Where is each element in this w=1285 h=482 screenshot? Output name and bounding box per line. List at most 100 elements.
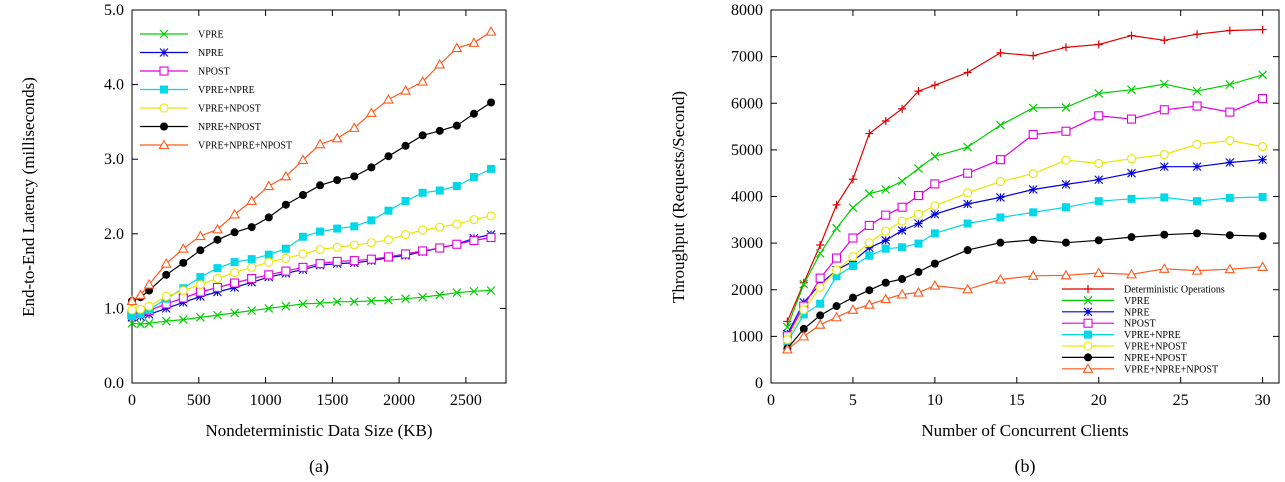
legend-swatch-marker xyxy=(160,85,168,94)
data-point-vpre-npre-npost xyxy=(896,288,908,299)
data-point-npre-npost xyxy=(401,141,410,150)
data-point-deterministic-operations xyxy=(1061,43,1070,52)
data-point-vpre-npre-npost xyxy=(212,223,223,234)
series-line-deterministic-operations xyxy=(786,29,1263,322)
data-point-vpre-npost xyxy=(315,244,325,255)
legend-label: VPRE+NPRE+NPOST xyxy=(1124,364,1218,375)
chart-a-plot-frame xyxy=(131,9,507,384)
x-tick-label: 25 xyxy=(1173,392,1189,409)
data-point-npre-npost xyxy=(298,191,307,200)
series-vpre-npre-npost xyxy=(126,26,497,305)
data-point-vpre-npre-npost xyxy=(160,258,172,268)
legend-label: NPOST xyxy=(1124,319,1156,330)
data-point-vpre-npost xyxy=(486,211,496,221)
data-point-vpre-npre xyxy=(865,251,874,260)
legend-item-vpre-npre: VPRE+NPRE xyxy=(140,85,255,96)
y-tick-label: 1.0 xyxy=(104,300,124,317)
data-point-npre-npost xyxy=(162,270,171,279)
legend-item-npre: NPRE xyxy=(1062,307,1150,318)
legend-item-npre-npost: NPRE+NPOST xyxy=(140,122,261,133)
data-point-npre xyxy=(1225,158,1235,167)
data-point-vpre xyxy=(930,151,940,161)
data-point-npost xyxy=(963,168,973,178)
data-point-vpre-npost xyxy=(161,291,171,302)
y-tick-label: 8000 xyxy=(731,2,763,19)
data-point-npre-npost xyxy=(832,302,841,311)
data-point-vpre xyxy=(897,176,907,186)
data-point-vpre-npost xyxy=(435,222,445,232)
data-point-vpre xyxy=(1028,103,1038,113)
data-point-vpre-npre-npost xyxy=(434,58,446,69)
x-tick-label: 20 xyxy=(1091,392,1107,409)
data-point-npost xyxy=(881,210,891,220)
y-tick-label: 7000 xyxy=(731,49,763,66)
data-point-vpre-npre-npost xyxy=(400,84,411,95)
data-point-vpre-npost xyxy=(1061,155,1071,165)
data-point-deterministic-operations xyxy=(1127,31,1136,40)
series-line-npost xyxy=(786,98,1263,337)
data-point-npre xyxy=(1028,185,1038,194)
data-point-npost xyxy=(930,179,940,189)
data-point-vpre-npre-npost xyxy=(814,319,826,329)
data-point-npost xyxy=(995,155,1005,165)
data-point-vpre-npost xyxy=(264,257,274,267)
data-point-vpre-npre-npost xyxy=(280,170,292,181)
data-point-vpre-npre-npost xyxy=(962,283,974,294)
chart-b-y-axis-label: Throughput (Requests/Second) xyxy=(669,91,688,303)
data-point-vpre-npre xyxy=(452,182,461,191)
series-vpre-npre xyxy=(128,164,496,320)
data-point-npre xyxy=(1127,168,1136,178)
data-point-vpre-npre-npost xyxy=(365,107,377,117)
data-point-npre-npost xyxy=(1061,238,1070,247)
data-point-vpre-npre xyxy=(881,244,890,253)
data-point-npost xyxy=(452,239,462,249)
x-tick-label: 500 xyxy=(187,392,211,409)
data-point-vpre xyxy=(136,319,145,329)
data-point-vpre-npre xyxy=(230,258,239,267)
data-point-vpre-npost xyxy=(1028,169,1038,179)
data-point-vpre-npre xyxy=(930,229,939,238)
y-tick-label: 5.0 xyxy=(104,2,124,19)
x-tick-label: 0 xyxy=(128,392,136,409)
data-point-vpre-npre xyxy=(350,222,359,231)
legend-label: VPRE+NPRE+NPOST xyxy=(198,141,292,152)
data-point-npre xyxy=(881,235,891,245)
data-point-vpre xyxy=(1192,86,1202,96)
x-tick-label: 5 xyxy=(849,392,857,409)
data-point-npre-npost xyxy=(799,324,808,333)
legend-item-npre-npost: NPRE+NPOST xyxy=(1062,353,1187,364)
legend-label: VPRE+NPOST xyxy=(1124,342,1187,353)
data-point-npre-npost xyxy=(1127,233,1136,242)
legend-item-vpre-npost: VPRE+NPOST xyxy=(140,103,261,115)
data-point-vpre xyxy=(1225,80,1235,90)
data-point-vpre xyxy=(435,290,445,300)
data-point-vpre xyxy=(401,294,410,304)
data-point-npost xyxy=(212,282,223,293)
data-point-npost xyxy=(366,254,376,264)
y-tick-label: 4.0 xyxy=(104,77,124,94)
data-point-vpre xyxy=(178,315,188,325)
data-point-vpre-npre xyxy=(435,186,444,195)
data-point-vpre xyxy=(1258,70,1268,80)
data-point-npre xyxy=(1192,162,1202,172)
series-npost xyxy=(127,232,496,319)
chart-b-series xyxy=(781,25,1269,354)
series-vpre-npost xyxy=(127,211,496,315)
data-point-vpre-npre xyxy=(1061,203,1070,212)
data-point-vpre-npre xyxy=(996,213,1005,222)
data-point-vpre xyxy=(864,189,874,199)
legend-label: NPRE+NPOST xyxy=(198,122,261,133)
series-vpre xyxy=(782,70,1268,332)
data-point-vpre-npre xyxy=(1029,208,1038,217)
data-point-vpre-npre xyxy=(213,264,222,273)
data-point-vpre-npre-npost xyxy=(913,286,924,297)
data-point-npost xyxy=(435,243,445,253)
data-point-vpre xyxy=(247,306,257,316)
data-point-vpre-npre xyxy=(914,239,923,248)
data-point-vpre-npre xyxy=(136,310,145,319)
data-point-vpre-npre xyxy=(1127,194,1136,203)
data-point-vpre-npre xyxy=(264,250,273,259)
data-point-vpre-npost xyxy=(195,279,205,290)
data-point-npre-npost xyxy=(1193,229,1202,238)
data-point-vpre xyxy=(1159,79,1169,89)
